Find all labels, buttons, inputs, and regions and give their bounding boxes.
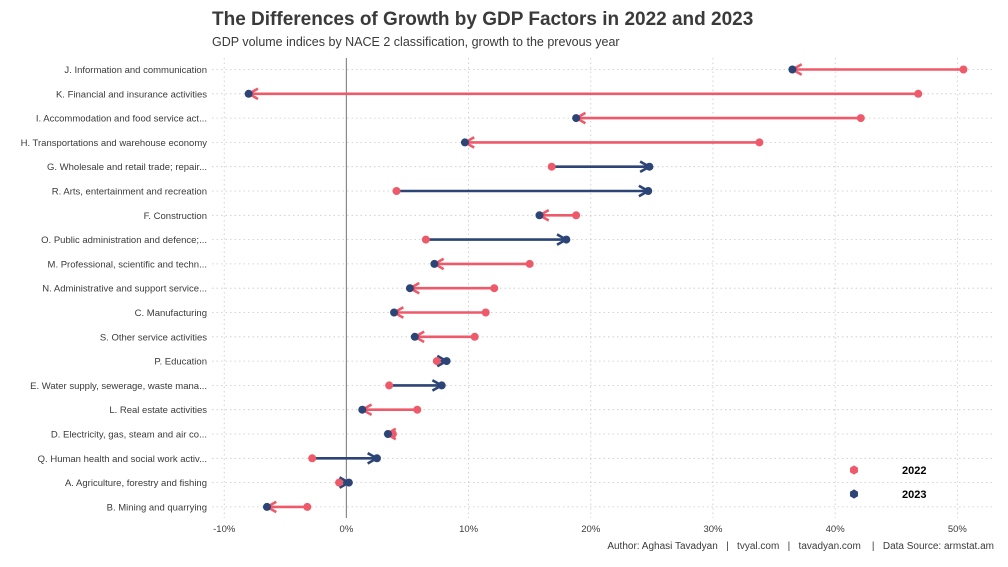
point-2023 bbox=[383, 430, 392, 438]
category-label: H. Transportations and warehouse economy bbox=[21, 138, 208, 149]
grid bbox=[212, 58, 994, 518]
category-labels: J. Information and communication K. Finan… bbox=[21, 65, 208, 513]
point-2023 bbox=[645, 162, 654, 171]
category-label: N. Administrative and support service... bbox=[42, 284, 207, 295]
point-2022 bbox=[308, 454, 317, 463]
point-2023 bbox=[788, 65, 797, 74]
category-label: I. Accommodation and food service act... bbox=[36, 114, 207, 125]
point-2022 bbox=[385, 381, 394, 390]
category-label: P. Education bbox=[154, 357, 207, 368]
point-2022 bbox=[470, 332, 479, 341]
point-2022 bbox=[547, 162, 556, 171]
point-2023 bbox=[372, 454, 381, 463]
category-label: S. Other service activities bbox=[100, 332, 207, 343]
legend-key-2023 bbox=[850, 489, 858, 499]
category-label: C. Manufacturing bbox=[135, 308, 207, 319]
point-2023 bbox=[405, 284, 414, 293]
point-2022 bbox=[335, 478, 344, 487]
point-2023 bbox=[644, 187, 653, 195]
category-label: B. Mining and quarrying bbox=[107, 502, 207, 513]
point-2022 bbox=[490, 284, 499, 293]
point-2023 bbox=[358, 405, 367, 414]
point-2023 bbox=[572, 114, 581, 123]
point-2023 bbox=[460, 138, 469, 147]
x-tick-label: 50% bbox=[948, 524, 968, 535]
category-label: F. Construction bbox=[144, 211, 207, 222]
legend-label-2022: 2022 bbox=[902, 465, 926, 477]
chart-title: The Differences of Growth by GDP Factors… bbox=[212, 9, 754, 30]
point-2023 bbox=[535, 211, 544, 220]
point-2023 bbox=[244, 89, 253, 98]
point-2022 bbox=[421, 235, 430, 244]
point-2022 bbox=[432, 357, 441, 366]
x-tick-label: 20% bbox=[581, 524, 601, 535]
x-tick-label: -10% bbox=[213, 524, 236, 535]
x-tick-label: 40% bbox=[826, 524, 846, 535]
category-label: E. Water supply, sewerage, waste mana... bbox=[30, 381, 207, 392]
point-2023 bbox=[562, 235, 571, 244]
category-label: J. Information and communication bbox=[64, 65, 207, 76]
point-2022 bbox=[914, 89, 923, 98]
point-2023 bbox=[344, 478, 353, 487]
category-label: R. Arts, entertainment and recreation bbox=[52, 187, 207, 198]
category-label: O. Public administration and defence;... bbox=[41, 235, 207, 246]
point-2022 bbox=[392, 187, 401, 195]
point-2023 bbox=[390, 308, 399, 317]
legend: 2022 2023 bbox=[850, 465, 926, 501]
chart-subtitle: GDP volume indices by NACE 2 classificat… bbox=[212, 35, 620, 49]
point-2022 bbox=[572, 211, 581, 220]
category-label: L. Real estate activities bbox=[109, 405, 207, 416]
point-2023 bbox=[442, 357, 451, 366]
point-2022 bbox=[303, 502, 312, 511]
category-label: K. Financial and insurance activities bbox=[56, 89, 207, 100]
point-2022 bbox=[959, 65, 968, 74]
x-tick-label: 30% bbox=[703, 524, 723, 535]
category-label: M. Professional, scientific and techn... bbox=[48, 259, 207, 270]
caption: Author: Aghasi Tavadyan | tvyal.com | ta… bbox=[607, 541, 994, 552]
point-2023 bbox=[430, 259, 439, 268]
category-label: G. Wholesale and retail trade; repair... bbox=[47, 162, 207, 173]
legend-label-2023: 2023 bbox=[902, 489, 926, 501]
legend-key-2022 bbox=[850, 465, 858, 475]
point-2023 bbox=[437, 381, 446, 390]
point-2022 bbox=[525, 259, 534, 268]
point-2023 bbox=[262, 502, 271, 511]
point-2022 bbox=[755, 138, 764, 147]
point-2023 bbox=[410, 332, 419, 341]
point-2022 bbox=[856, 114, 865, 123]
x-tick-label: 0% bbox=[340, 524, 354, 535]
point-2022 bbox=[413, 405, 422, 414]
x-axis-ticks: -10% 0% 10% 20% 30% 40% 50% bbox=[213, 524, 967, 535]
category-label: Q. Human health and social work activ... bbox=[38, 454, 207, 465]
x-tick-label: 10% bbox=[459, 524, 479, 535]
chart-marks bbox=[244, 63, 968, 514]
point-2022 bbox=[481, 308, 490, 317]
category-label: A. Agriculture, forestry and fishing bbox=[65, 478, 207, 489]
category-label: D. Electricity, gas, steam and air co... bbox=[51, 430, 207, 441]
